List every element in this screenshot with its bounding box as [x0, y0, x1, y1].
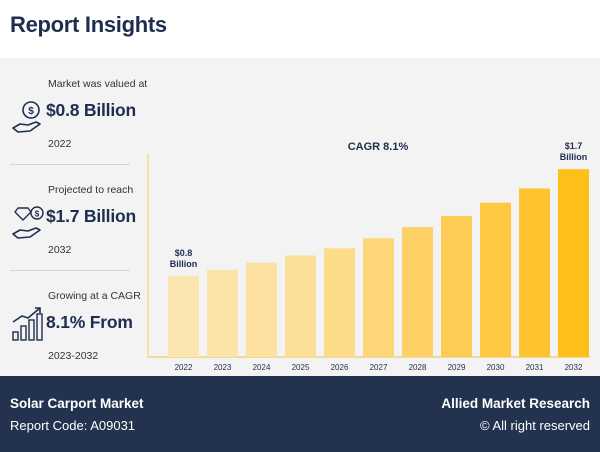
- money-hand-icon: $: [12, 101, 41, 133]
- x-tick-label: 2024: [253, 363, 271, 372]
- x-tick-label: 2025: [292, 363, 310, 372]
- bar-2027: [363, 238, 394, 357]
- stat-cagr: Growing at a CAGR 8.1% From 2023-2032: [10, 286, 141, 388]
- data-label-unit: Billion: [170, 259, 198, 269]
- x-tick-label: 2031: [526, 363, 544, 372]
- x-tick-label: 2030: [487, 363, 505, 372]
- data-label-value: $1.7: [565, 141, 583, 151]
- stat-year: 2023-2032: [48, 350, 99, 362]
- bar-2024: [246, 262, 277, 357]
- divider: [10, 164, 130, 165]
- x-tick-label: 2023: [214, 363, 232, 372]
- chart-title: CAGR 8.1%: [348, 141, 409, 153]
- bar-2025: [285, 255, 316, 357]
- stat-value: 8.1% From: [46, 312, 133, 332]
- x-tick-label: 2022: [175, 363, 193, 372]
- x-tick-label: 2026: [331, 363, 349, 372]
- x-tick-label: 2028: [409, 363, 427, 372]
- stat-projected: $ Projected to reach $1.7 Billion 2032: [10, 180, 136, 282]
- bar-2032: [558, 169, 589, 357]
- diamond-hand-icon: $: [12, 206, 44, 239]
- stat-value: $1.7 Billion: [46, 206, 136, 226]
- footer-report-code: Report Code: A09031: [10, 418, 136, 433]
- bar-chart: CAGR 8.1% 2022 2023 2024 2025 2026 2027 2028 20…: [147, 141, 590, 372]
- footer: Solar Carport Market Report Code: A09031…: [0, 376, 600, 452]
- footer-rights: © All right reserved: [479, 418, 590, 433]
- stat-label: Market was valued at: [48, 78, 148, 90]
- stat-value: $0.8 Billion: [46, 100, 136, 120]
- x-tick-label: 2027: [370, 363, 388, 372]
- stat-year: 2022: [48, 138, 72, 150]
- page-title: Report Insights: [10, 12, 167, 37]
- insights-panel: $ Market was valued at $0.8 Billion 2022…: [0, 58, 600, 376]
- stat-label: Growing at a CAGR: [48, 290, 141, 302]
- bar-2031: [519, 188, 550, 357]
- bar-2028: [402, 227, 433, 357]
- bar-2023: [207, 269, 238, 357]
- data-label-unit: Billion: [560, 152, 588, 162]
- footer-market-name: Solar Carport Market: [10, 396, 144, 411]
- bar-2029: [441, 215, 472, 357]
- svg-text:$: $: [28, 106, 34, 117]
- data-label-value: $0.8: [175, 248, 193, 258]
- stat-label: Projected to reach: [48, 184, 134, 196]
- stat-year: 2032: [48, 244, 72, 256]
- divider: [10, 270, 130, 271]
- x-tick-label: 2032: [565, 363, 583, 372]
- stat-market-value: $ Market was valued at $0.8 Billion 2022: [10, 74, 147, 176]
- growth-chart-icon: [12, 307, 43, 341]
- bar-2030: [480, 202, 511, 357]
- x-tick-label: 2029: [448, 363, 466, 372]
- svg-text:$: $: [35, 210, 40, 219]
- footer-brand: Allied Market Research: [441, 396, 590, 411]
- bar-2022: [168, 275, 199, 357]
- bar-2026: [324, 248, 355, 357]
